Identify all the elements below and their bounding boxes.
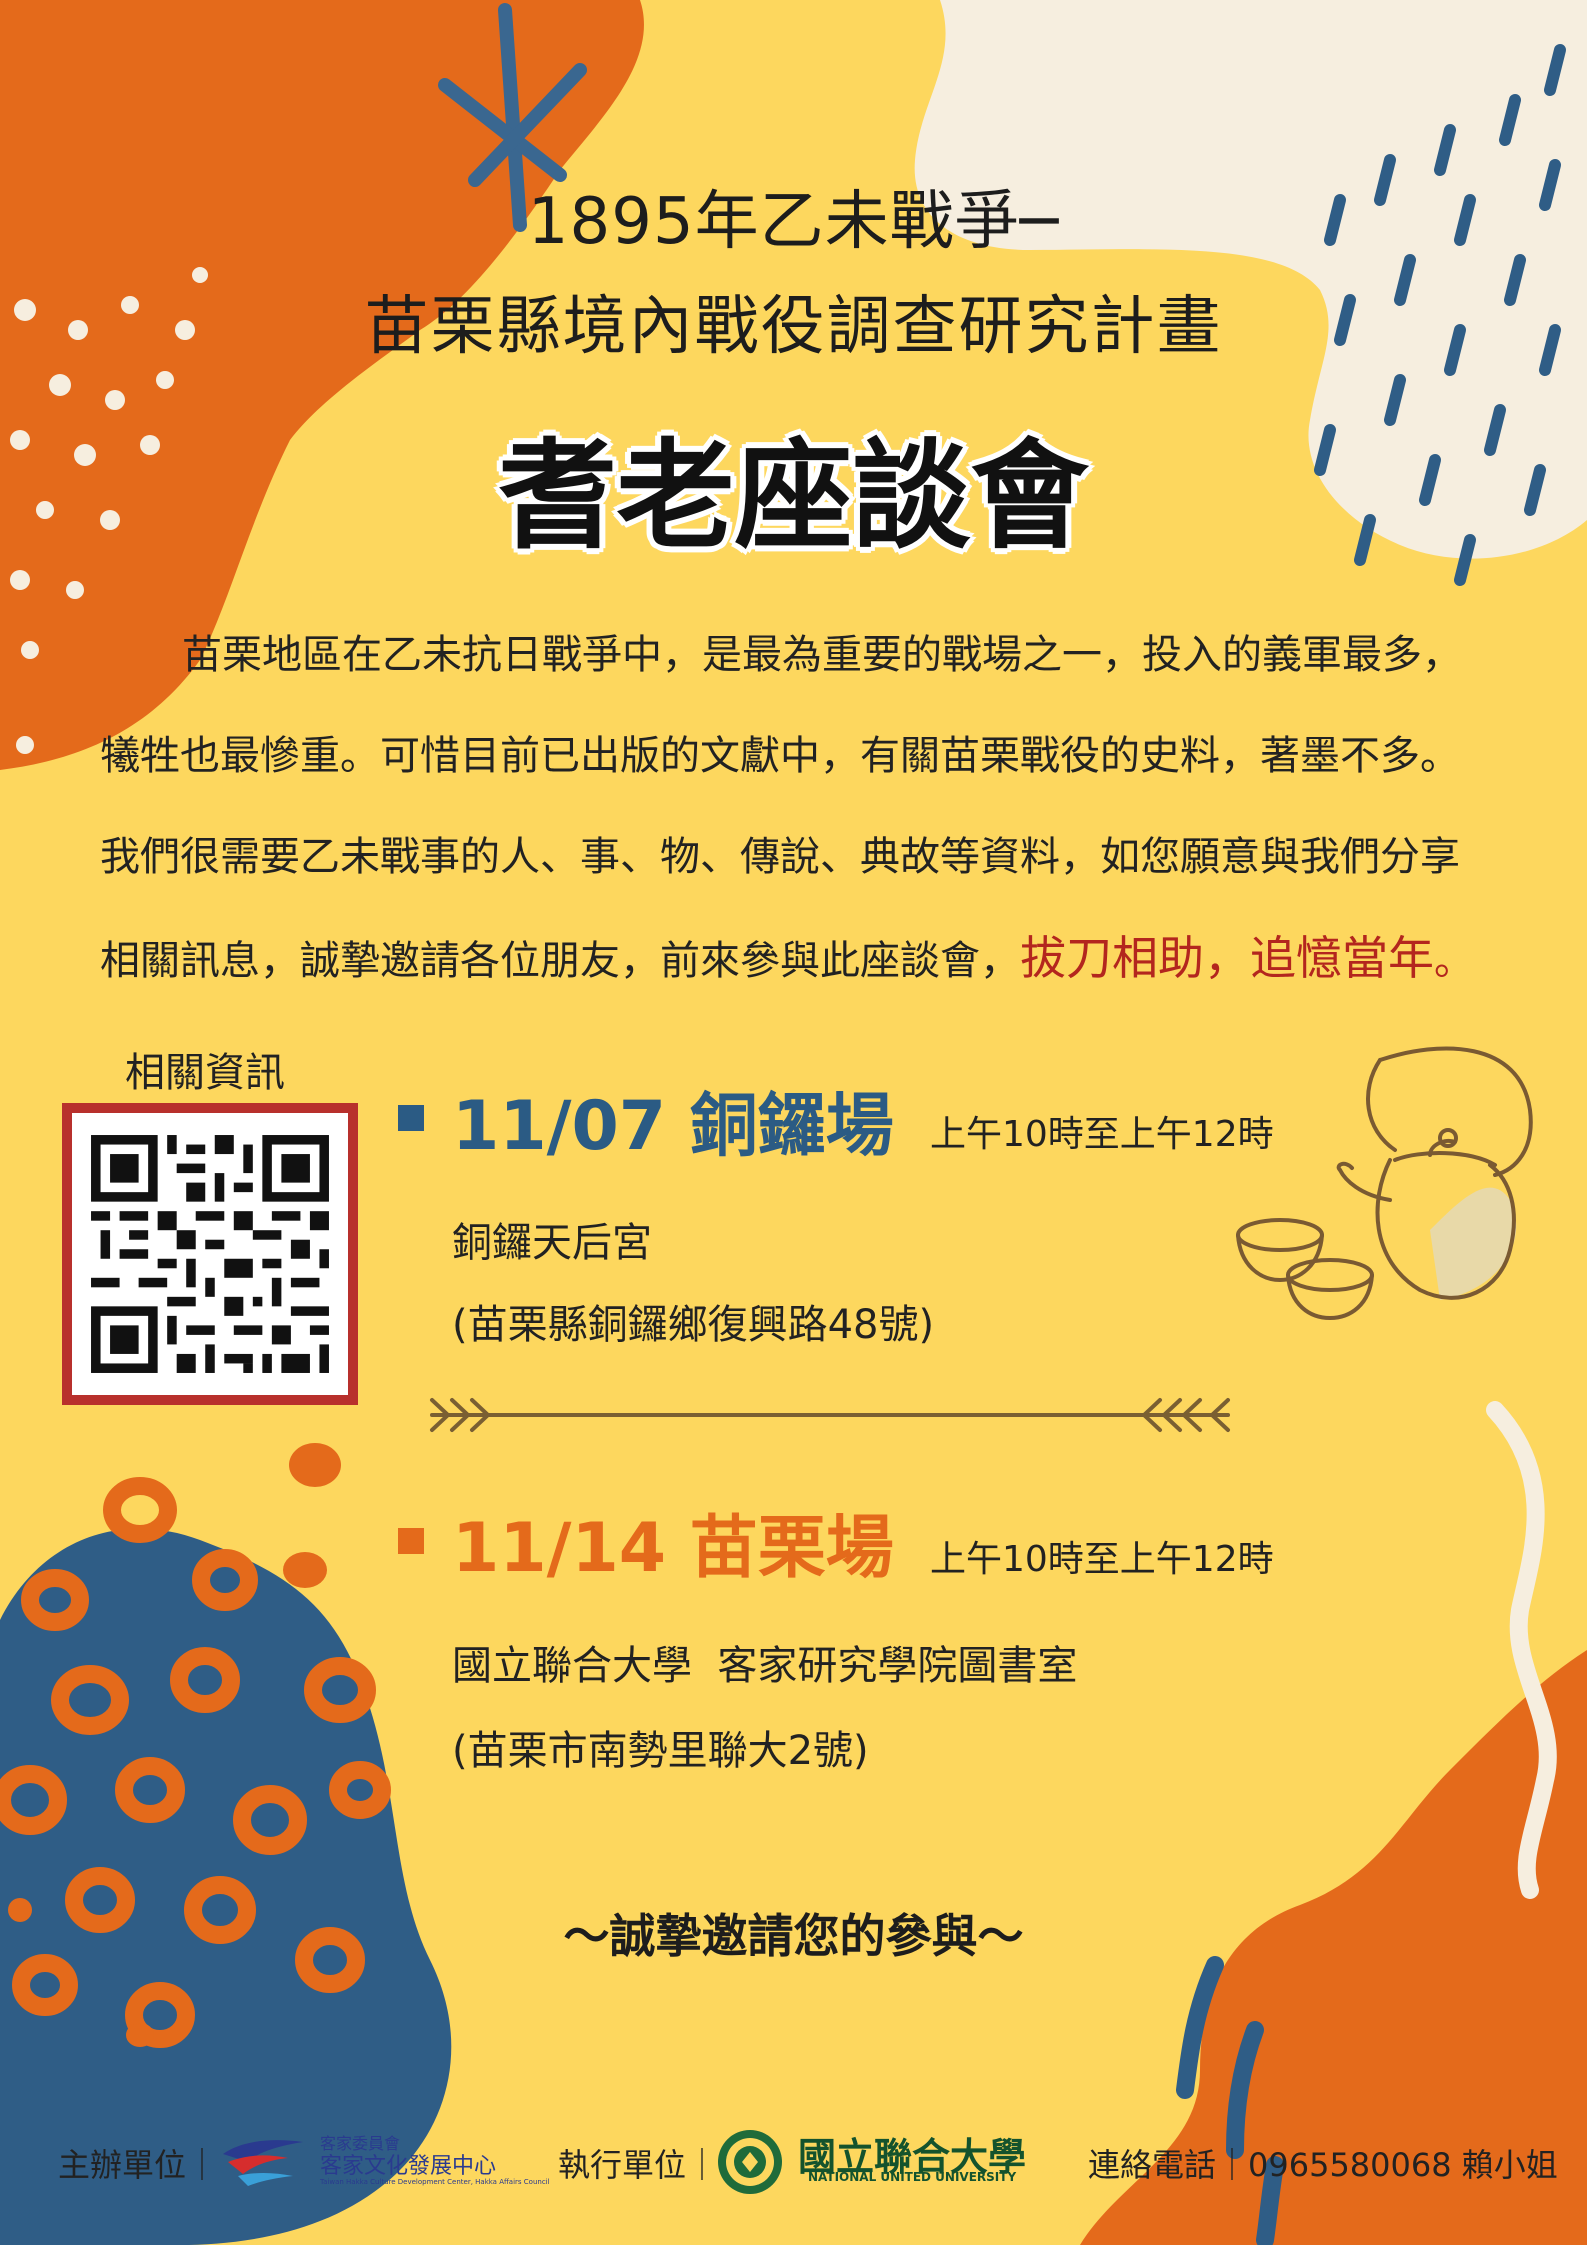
blue-dash-pattern	[1314, 44, 1566, 586]
main-title: 耆老座談會	[498, 427, 1089, 565]
qr-code[interactable]	[62, 1103, 358, 1405]
white-squiggle	[1486, 1401, 1557, 1899]
organizer-english: Taiwan Hakka Culture Development Center,…	[320, 2178, 550, 2186]
header-line-2: 苗栗縣境內戰役調查研究計畫	[364, 290, 1223, 364]
invite-text: ～誠摯邀請您的參與～	[563, 1909, 1024, 1963]
session-bullet-2	[398, 1528, 424, 1554]
intro-line-2: 犧牲也最慘重。可惜目前已出版的文獻中，有關苗栗戰役的史料，著墨不多。	[100, 733, 1460, 779]
session-1-venue: 銅鑼天后宮	[452, 1220, 652, 1266]
blue-star-lines	[438, 3, 587, 232]
orange-blob-bottom-right	[1080, 1650, 1587, 2245]
intro-line-3: 我們很需要乙未戰事的人、事、物、傳說、典故等資料，如您願意與我們分享	[100, 834, 1460, 880]
executor-english: NATIONAL UNITED UNIVERSITY	[808, 2170, 1017, 2184]
hakka-council-logo	[223, 2140, 303, 2186]
executor-label: 執行單位｜	[558, 2146, 719, 2184]
blue-strokes-bottom-right	[1176, 1956, 1284, 2245]
session-2-venue: 國立聯合大學 客家研究學院圖書室	[452, 1643, 1078, 1689]
info-label: 相關資訊	[125, 1050, 285, 1096]
white-dots-pattern	[10, 267, 208, 754]
session-1-heading: 11/07 銅鑼場	[452, 1087, 894, 1166]
intro-highlight: 拔刀相助，追憶當年	[1020, 931, 1434, 985]
organizer-name: 客家委員會	[320, 2134, 401, 2153]
intro-line-4-text: 相關訊息，誠摯邀請各位朋友，前來參與此座談會，	[100, 938, 1020, 984]
session-bullet-1	[398, 1105, 424, 1131]
session-2-address: (苗栗市南勢里聯大2號)	[452, 1728, 869, 1774]
executor-name: 國立聯合大學	[798, 2135, 1027, 2179]
qr-code-icon	[72, 1116, 348, 1392]
orange-blob-top-left	[0, 0, 644, 770]
teapot-illustration	[1236, 1046, 1533, 1321]
nuu-seal-icon	[718, 2130, 782, 2194]
session-1-time: 上午10時至上午12時	[930, 1114, 1274, 1155]
session-1-address: (苗栗縣銅鑼鄉復興路48號)	[452, 1302, 935, 1348]
orange-ring-pattern	[0, 1477, 391, 2048]
organizer-center: 客家文化發展中心	[320, 2154, 497, 2179]
intro-line-4: 相關訊息，誠摯邀請各位朋友，前來參與此座談會，拔刀相助，追憶當年。	[100, 908, 1500, 1012]
session-2-heading: 11/14 苗栗場	[452, 1509, 894, 1588]
footer: 主辦單位｜ 客家委員會 客家文化發展中心 Taiwan Hakka Cultur…	[58, 2130, 1558, 2200]
organizer-label: 主辦單位｜	[58, 2146, 219, 2184]
header-line-1: 1895年乙未戰爭─	[527, 185, 1060, 259]
intro-period: 。	[1434, 938, 1474, 984]
orange-dot-pattern	[8, 1443, 341, 2047]
contact-value: 0965580068 賴小姐	[1248, 2146, 1558, 2184]
arrow-divider	[430, 1398, 1230, 1432]
intro-line-1: 苗栗地區在乙未抗日戰爭中，是最為重要的戰場之一，投入的義軍最多，	[182, 632, 1462, 678]
session-2-time: 上午10時至上午12時	[930, 1539, 1274, 1580]
cream-blob-top-right	[914, 0, 1587, 559]
contact-label: 連絡電話｜	[1088, 2146, 1249, 2184]
intro-paragraph: 苗栗地區在乙未抗日戰爭中，是最為重要的戰場之一，投入的義軍最多， 犧牲也最慘重。…	[100, 605, 1500, 1012]
